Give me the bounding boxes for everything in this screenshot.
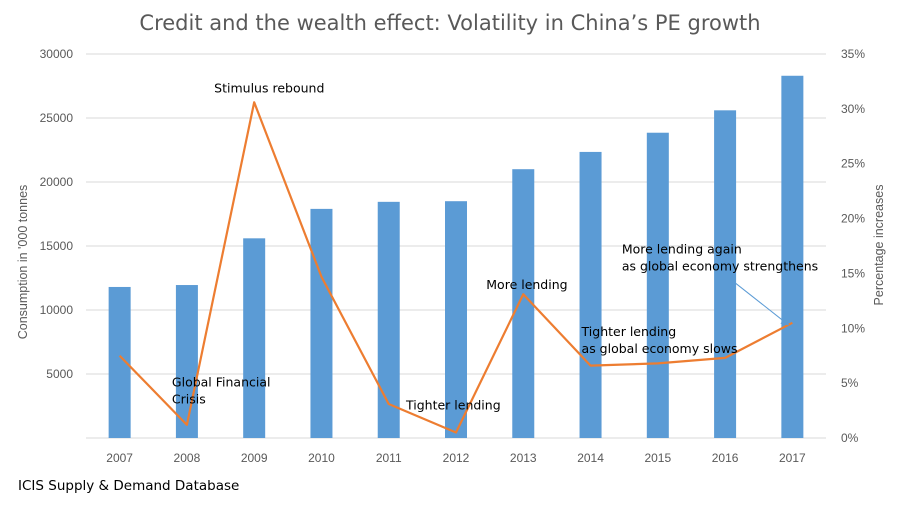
y2-tick-label: 10% [841,321,865,335]
y-tick-label: 5000 [46,367,73,381]
x-tick-label: 2008 [174,451,201,465]
bar [781,75,804,438]
annotation-line: More lending again [622,242,742,257]
annotation: Tighter lending [405,397,501,412]
bar [512,169,535,438]
bar [243,238,266,438]
y2-tick-label: 25% [841,157,865,171]
annotation-line: Stimulus rebound [214,80,324,95]
y-tick-label: 30000 [40,47,74,61]
x-tick-label: 2013 [510,451,537,465]
x-tick-label: 2017 [779,451,806,465]
y-axis-right-title: Percentage increases [872,185,886,306]
bar [579,151,602,439]
x-tick-label: 2010 [308,451,335,465]
y2-tick-label: 35% [841,47,865,61]
annotation-line: Tighter lending [581,324,677,339]
bar [445,201,467,438]
y-axis-left: 5000 10000 15000 20000 25000 30000 [40,47,74,381]
y-tick-label: 15000 [40,239,74,253]
annotation-line: as global economy strengthens [622,259,818,274]
line-series [118,101,793,434]
annotation-line: Crisis [172,391,206,406]
bar [108,286,131,438]
annotation: More lending [486,277,567,292]
x-tick-label: 2012 [443,451,470,465]
x-tick-label: 2016 [712,451,739,465]
annotation: Tighter lending as global economy slows [581,324,738,356]
y2-tick-label: 20% [841,212,865,226]
source-note: ICIS Supply & Demand Database [18,478,240,494]
y-tick-label: 20000 [40,175,74,189]
chart-title: Credit and the wealth effect: Volatility… [139,11,760,35]
annotation-line: as global economy slows [582,341,738,356]
bar [377,201,400,438]
x-tick-label: 2007 [106,451,133,465]
x-tick-label: 2009 [241,451,268,465]
y2-tick-label: 30% [841,102,865,116]
y-axis-left-title: Consumption in '000 tonnes [16,185,30,340]
x-tick-label: 2011 [376,451,402,465]
bar [175,285,198,438]
y2-tick-label: 5% [841,376,859,390]
y-tick-label: 25000 [40,111,74,125]
annotation: Stimulus rebound [214,80,324,95]
bar [646,132,669,438]
y2-tick-label: 15% [841,266,865,280]
annotations: Stimulus rebound Global Financial Crisis Ti… [172,80,818,412]
bar [714,110,737,438]
x-tick-label: 2014 [577,451,604,465]
annotation: Global Financial Crisis [172,374,271,406]
y2-tick-label: 0% [841,431,859,445]
annotation: More lending again as global economy stre… [622,242,818,274]
bar [310,208,333,438]
x-tick-label: 2015 [644,451,671,465]
annotation-line: More lending [486,277,567,292]
annotation-arrow [729,278,790,326]
annotation-line: Tighter lending [405,397,501,412]
y-axis-right: 0% 5% 10% 15% 20% 25% 30% 35% [841,47,865,445]
annotation-line: Global Financial [172,374,271,389]
y-tick-label: 10000 [40,303,74,317]
x-axis: 2007 2008 2009 2010 2011 2012 2013 2014 2015 2016… [106,451,806,465]
